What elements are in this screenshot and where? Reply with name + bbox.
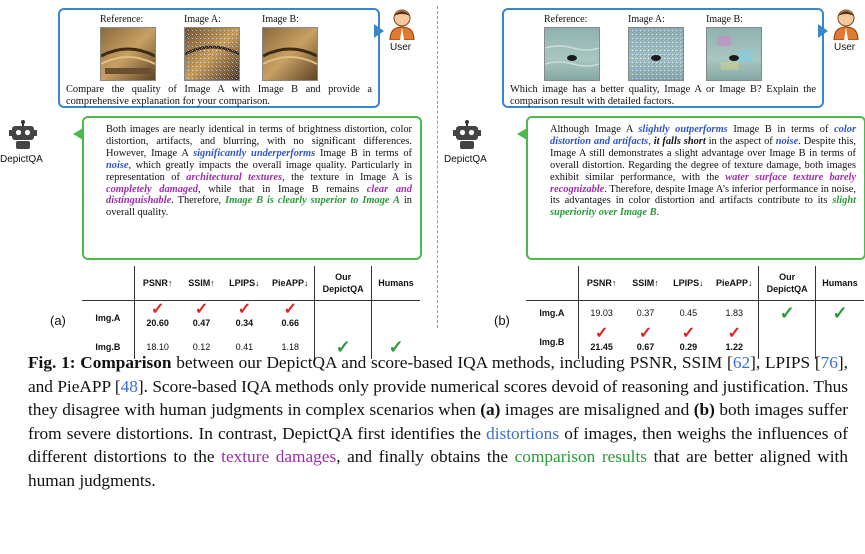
answer-bubble-tail — [73, 128, 83, 140]
red-check-icon: ✓ — [594, 325, 609, 342]
depictqa-header: Our DepictQA — [758, 266, 816, 301]
row-label: Img.B — [539, 337, 565, 347]
reference-image — [544, 27, 600, 81]
pieapp-cell: ✓ 1.22 — [725, 325, 744, 352]
image-b — [262, 27, 318, 81]
lpips-header: LPIPS↓ — [673, 278, 704, 288]
answer-text: Both images are nearly identical in term… — [106, 124, 413, 219]
question-text: Compare the quality of Image A with Imag… — [66, 84, 372, 107]
humans-header: Humans — [815, 266, 864, 301]
reference-label: Reference: — [544, 14, 588, 25]
image-a-label: Image A: — [184, 14, 221, 25]
psnr-cell: ✓ 21.45 — [577, 325, 625, 359]
psnr-cell: 19.03 — [577, 300, 625, 325]
panel-divider — [437, 6, 438, 328]
user-label: User — [834, 42, 856, 53]
panel-letter: (a) — [50, 313, 66, 328]
robot-icon — [453, 120, 481, 149]
ssim-cell: ✓ 0.47 — [192, 301, 211, 328]
red-check-icon: ✓ — [681, 325, 696, 342]
psnr-header: PSNR↑ — [133, 266, 181, 301]
image-b — [706, 27, 762, 81]
ssim-header: SSIM↑ — [632, 278, 659, 288]
image-a-label: Image A: — [628, 14, 665, 25]
depictqa-answer-bubble: Both images are nearly identical in term… — [82, 116, 422, 260]
reference-label: Reference: — [100, 14, 144, 25]
red-check-icon: ✓ — [150, 301, 165, 318]
depictqa-cell — [314, 300, 372, 335]
user-bubble-tail — [818, 24, 828, 38]
image-b-label: Image B: — [262, 14, 299, 25]
humans-cell: ✓ — [371, 335, 420, 359]
humans-cell — [371, 300, 420, 335]
humans-header: Humans — [371, 266, 420, 301]
panel-letter: (b) — [494, 313, 510, 328]
pieapp-header: PieAPP↓ — [716, 278, 753, 288]
lpips-cell: 0.41 — [235, 342, 254, 352]
lpips-cell: ✓ 0.34 — [235, 301, 254, 328]
ssim-cell: ✓ 0.67 — [636, 325, 655, 352]
user-icon — [389, 9, 415, 40]
citation-link[interactable]: 76 — [820, 353, 838, 372]
lpips-cell: 0.45 — [679, 308, 698, 318]
score-table: PSNR↑ SSIM↑ LPIPS↓ PieAPP↓ Our DepictQA … — [526, 266, 864, 359]
depictqa-cell: ✓ — [314, 335, 372, 359]
user-label: User — [390, 42, 412, 53]
question-text: Which image has a better quality, Image … — [510, 84, 816, 107]
pieapp-cell: 1.83 — [725, 308, 744, 318]
table-row: Img.A 19.03 0.37 0.45 1.83 ✓ ✓ — [526, 300, 864, 325]
humans-cell: ✓ — [815, 300, 864, 325]
red-check-icon: ✓ — [194, 301, 209, 318]
psnr-header: PSNR↑ — [577, 266, 625, 301]
red-check-icon: ✓ — [638, 325, 653, 342]
lpips-cell: ✓ 0.29 — [679, 325, 698, 352]
image-b-label: Image B: — [706, 14, 743, 25]
ssim-header: SSIM↑ — [188, 278, 215, 288]
green-check-icon: ✓ — [388, 336, 404, 357]
psnr-cell: ✓ 20.60 — [133, 300, 181, 335]
green-check-icon: ✓ — [832, 302, 848, 323]
pieapp-header: PieAPP↓ — [272, 278, 309, 288]
ssim-cell: 0.37 — [636, 308, 655, 318]
panel-a: Reference: Image A: Image B: Compare the… — [0, 0, 422, 359]
image-a — [184, 27, 240, 81]
depictqa-label: DepictQA — [444, 154, 487, 165]
depictqa-cell — [758, 325, 816, 359]
row-label: Img.A — [95, 313, 121, 323]
red-check-icon: ✓ — [237, 301, 252, 318]
table-row: Img.B ✓ 21.45 ✓ 0.67 ✓ 0.29 ✓ 1.22 — [526, 325, 864, 359]
red-check-icon: ✓ — [283, 301, 297, 318]
green-check-icon: ✓ — [335, 336, 351, 357]
green-check-icon: ✓ — [779, 302, 795, 323]
lpips-header: LPIPS↓ — [229, 278, 260, 288]
depictqa-header: Our DepictQA — [314, 266, 372, 301]
row-label: Img.A — [539, 308, 565, 318]
user-icon — [833, 9, 859, 40]
table-row: Img.A ✓ 20.60 ✓ 0.47 ✓ 0.34 ✓ 0.66 — [82, 300, 420, 335]
user-question-bubble: Reference: Image A: Image B: Which image… — [502, 8, 824, 108]
psnr-cell: 18.10 — [133, 335, 181, 359]
citation-link[interactable]: 62 — [732, 353, 751, 372]
depictqa-label: DepictQA — [0, 154, 43, 165]
humans-cell — [815, 325, 864, 359]
row-label: Img.B — [95, 342, 121, 352]
red-check-icon: ✓ — [727, 325, 741, 342]
score-table: PSNR↑ SSIM↑ LPIPS↓ PieAPP↓ Our DepictQA … — [82, 266, 420, 359]
user-question-bubble: Reference: Image A: Image B: Compare the… — [58, 8, 380, 108]
figure-caption: Fig. 1: Comparison between our DepictQA … — [28, 353, 848, 490]
answer-bubble-tail — [517, 128, 527, 140]
user-bubble-tail — [374, 24, 384, 38]
panel-b: Reference: Image A: Image B: Which image… — [444, 0, 865, 359]
depictqa-answer-bubble: Although Image A slightly outperforms Im… — [526, 116, 865, 260]
ssim-cell: 0.12 — [192, 342, 211, 352]
reference-image — [100, 27, 156, 81]
image-a — [628, 27, 684, 81]
robot-icon — [9, 120, 37, 149]
answer-text: Although Image A slightly outperforms Im… — [550, 124, 856, 219]
depictqa-cell: ✓ — [758, 300, 816, 325]
pieapp-cell: ✓ 0.66 — [281, 301, 300, 328]
pieapp-cell: 1.18 — [281, 342, 300, 352]
citation-link[interactable]: 48 — [120, 376, 138, 396]
table-row: Img.B 18.10 0.12 0.41 1.18 ✓ ✓ — [82, 335, 420, 359]
